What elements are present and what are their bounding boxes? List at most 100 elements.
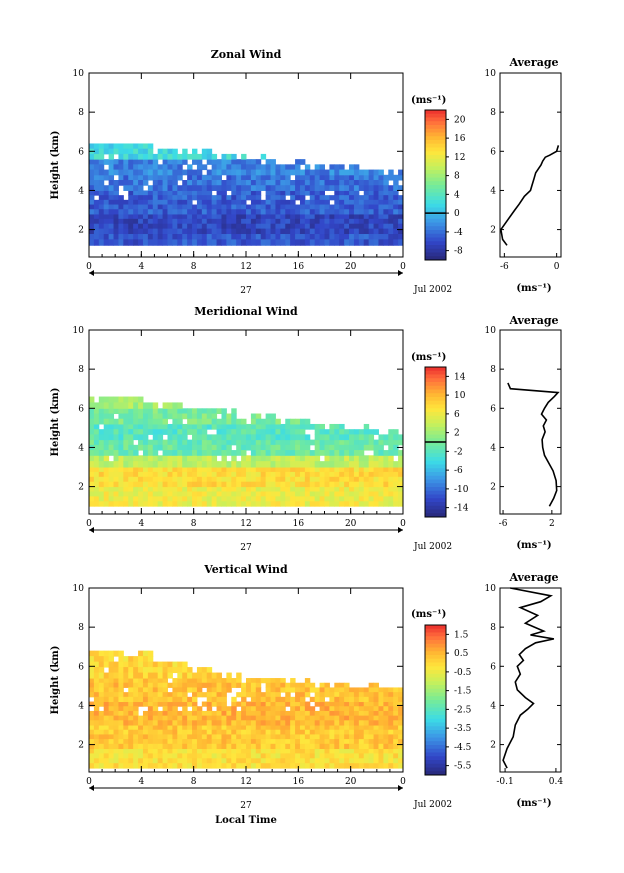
heatmap-cell xyxy=(231,725,237,731)
heatmap-cell xyxy=(250,753,257,759)
heatmap-cell xyxy=(304,444,311,451)
heatmap-cell xyxy=(363,739,370,745)
heatmap-cell xyxy=(98,169,105,176)
heatmap-cell xyxy=(304,471,311,478)
heatmap-cell xyxy=(98,715,105,721)
heatmap-cell xyxy=(118,209,124,215)
heatmap-cell xyxy=(388,496,394,502)
heatmap-cell xyxy=(167,218,173,225)
heatmap-cell xyxy=(309,223,316,230)
heatmap-cell xyxy=(201,444,208,451)
heatmap-cell xyxy=(299,763,306,769)
heatmap-cell xyxy=(290,180,296,186)
heatmap-cell xyxy=(221,687,227,693)
heatmap-cell xyxy=(290,450,296,456)
heatmap-cell xyxy=(290,734,296,740)
heatmap-cell xyxy=(157,496,164,502)
heatmap-cell xyxy=(89,423,95,430)
heatmap-cell xyxy=(304,239,311,246)
heatmap-cell xyxy=(138,159,144,165)
heatmap-cell xyxy=(246,748,252,754)
profile-title: Average xyxy=(508,571,558,584)
heatmap-cell xyxy=(358,218,365,225)
heatmap-cell xyxy=(221,682,227,688)
heatmap-cell xyxy=(373,461,379,468)
heatmap-cell xyxy=(398,471,403,478)
heatmap-cell xyxy=(133,402,139,409)
heatmap-cell xyxy=(147,169,154,176)
heatmap-cell xyxy=(270,678,276,684)
heatmap-cell xyxy=(241,434,247,441)
x-tick-label: 12 xyxy=(240,262,251,272)
heatmap-cell xyxy=(236,450,242,456)
heatmap-cell xyxy=(344,218,350,225)
day-label: 27 xyxy=(240,543,252,553)
heatmap-cell xyxy=(349,496,355,502)
heatmap-cell xyxy=(324,476,330,483)
heatmap-cell xyxy=(344,682,350,688)
heatmap-cell xyxy=(358,696,365,703)
heatmap-cell xyxy=(314,429,321,435)
heatmap-cell xyxy=(108,710,115,717)
heatmap-cell xyxy=(133,486,139,492)
heatmap-cell xyxy=(250,239,257,246)
heatmap-cell xyxy=(383,213,389,220)
heatmap-cell xyxy=(236,190,242,196)
heatmap-cell xyxy=(98,725,105,731)
heatmap-cell xyxy=(172,239,178,246)
heatmap-cell xyxy=(187,696,193,703)
heatmap-cell xyxy=(89,471,95,478)
heatmap-cell xyxy=(378,710,384,717)
heatmap-cell xyxy=(339,720,345,726)
heatmap-cell xyxy=(260,233,267,240)
heatmap-cell xyxy=(206,195,213,201)
heatmap-cell xyxy=(344,501,350,507)
heatmap-cell xyxy=(206,418,213,425)
heatmap-cell xyxy=(128,396,134,403)
heatmap-cell xyxy=(187,195,193,201)
heatmap-cell xyxy=(231,715,237,721)
heatmap-cell xyxy=(299,233,306,240)
heatmap-cell xyxy=(290,233,296,240)
heatmap-cell xyxy=(241,418,247,425)
heatmap-cell xyxy=(152,739,159,745)
heatmap-cell xyxy=(295,743,301,750)
heatmap-cell xyxy=(98,729,105,735)
heatmap-cell xyxy=(216,725,222,731)
heatmap-cell xyxy=(363,209,370,215)
heatmap-cell xyxy=(270,218,276,225)
heatmap-cell xyxy=(349,476,355,483)
heatmap-cell xyxy=(295,739,301,745)
heatmap-cell xyxy=(138,725,144,731)
heatmap-cell xyxy=(393,180,399,186)
heatmap-cell xyxy=(309,496,316,502)
heatmap-cell xyxy=(329,725,335,731)
heatmap-cell xyxy=(162,661,168,668)
heatmap-cell xyxy=(329,715,335,721)
heatmap-cell xyxy=(226,763,232,769)
heatmap-cell xyxy=(246,159,252,165)
heatmap-cell xyxy=(285,461,291,468)
x-tick-label: 8 xyxy=(191,777,197,787)
heatmap-cell xyxy=(270,185,276,191)
heatmap-cell xyxy=(93,455,100,462)
heatmap-cell xyxy=(226,444,232,451)
heatmap-cell xyxy=(241,153,247,160)
heatmap-cell xyxy=(133,481,139,488)
heatmap-cell xyxy=(270,739,276,745)
heatmap-cell xyxy=(226,153,232,160)
heatmap-cell xyxy=(196,223,203,230)
heatmap-cell xyxy=(246,204,252,210)
heatmap-cell xyxy=(128,223,134,230)
heatmap-cell xyxy=(250,204,257,210)
heatmap-cell xyxy=(349,199,355,206)
y-tick-label: 10 xyxy=(73,584,85,594)
heatmap-cell xyxy=(285,467,291,473)
heatmap-cell xyxy=(339,218,345,225)
heatmap-cell xyxy=(349,701,355,707)
heatmap-cell xyxy=(177,734,183,740)
heatmap-cell xyxy=(255,218,262,225)
heatmap-cell xyxy=(142,418,149,425)
heatmap-cell xyxy=(344,734,350,740)
